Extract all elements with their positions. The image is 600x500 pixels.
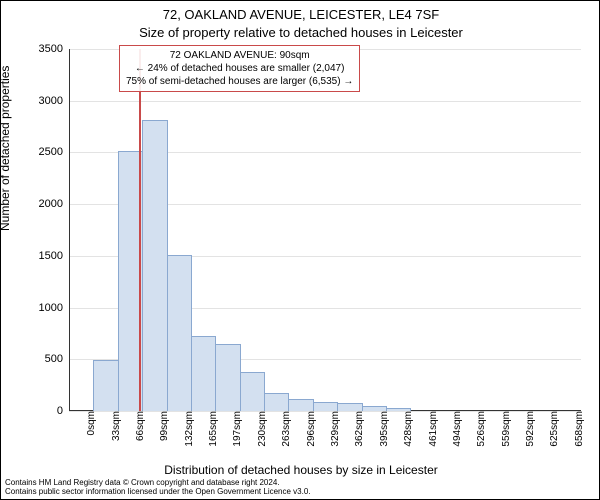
x-tick-label: 362sqm [352, 411, 365, 447]
y-tick-label: 0 [57, 405, 69, 417]
chart-frame: 72, OAKLAND AVENUE, LEICESTER, LE4 7SF S… [0, 0, 600, 500]
y-tick-label: 2000 [39, 198, 69, 210]
histogram-bar [167, 255, 192, 411]
histogram-bar [215, 344, 240, 411]
x-tick-label: 559sqm [499, 411, 512, 447]
x-axis-label: Distribution of detached houses by size … [1, 463, 600, 477]
x-tick-label: 33sqm [109, 411, 122, 441]
y-tick-label: 3000 [39, 95, 69, 107]
y-tick-label: 500 [45, 353, 69, 365]
x-tick-label: 494sqm [450, 411, 463, 447]
x-tick-label: 0sqm [84, 411, 97, 435]
histogram-bar [142, 120, 167, 411]
x-tick-label: 132sqm [182, 411, 195, 447]
footer-line2: Contains public sector information licen… [5, 487, 597, 497]
callout-line3: 75% of semi-detached houses are larger (… [126, 75, 353, 88]
histogram-bar [386, 408, 411, 411]
property-marker-line [139, 49, 141, 411]
histogram-bar [240, 372, 265, 411]
x-tick-label: 329sqm [328, 411, 341, 447]
x-tick-label: 461sqm [426, 411, 439, 447]
histogram-bar [313, 402, 338, 411]
x-tick-label: 526sqm [474, 411, 487, 447]
histogram-bar [288, 399, 313, 411]
footer-attribution: Contains HM Land Registry data © Crown c… [5, 478, 597, 497]
property-callout: 72 OAKLAND AVENUE: 90sqm← 24% of detache… [119, 45, 360, 92]
histogram-bar [362, 406, 387, 411]
callout-line1: 72 OAKLAND AVENUE: 90sqm [126, 49, 353, 62]
x-tick-label: 197sqm [230, 411, 243, 447]
x-tick-label: 395sqm [377, 411, 390, 447]
x-tick-label: 66sqm [133, 411, 146, 441]
footer-line1: Contains HM Land Registry data © Crown c… [5, 478, 597, 488]
callout-line2: ← 24% of detached houses are smaller (2,… [126, 62, 353, 75]
x-tick-label: 230sqm [255, 411, 268, 447]
y-axis-label: Number of detached properties [0, 66, 12, 231]
y-tick-label: 3500 [39, 43, 69, 55]
x-tick-label: 658sqm [572, 411, 585, 447]
x-tick-label: 428sqm [401, 411, 414, 447]
x-tick-label: 99sqm [157, 411, 170, 441]
x-tick-label: 625sqm [547, 411, 560, 447]
y-tick-label: 2500 [39, 146, 69, 158]
plot-area: 05001000150020002500300035000sqm33sqm66s… [69, 49, 581, 411]
gridline-h [69, 101, 581, 102]
x-tick-label: 165sqm [206, 411, 219, 447]
x-tick-label: 263sqm [279, 411, 292, 447]
chart-title-sub: Size of property relative to detached ho… [1, 25, 600, 40]
histogram-bar [264, 393, 289, 411]
y-axis-line [69, 49, 70, 411]
y-tick-label: 1500 [39, 250, 69, 262]
histogram-bar [191, 336, 216, 411]
x-tick-label: 592sqm [523, 411, 536, 447]
chart-title-main: 72, OAKLAND AVENUE, LEICESTER, LE4 7SF [1, 7, 600, 22]
x-tick-label: 296sqm [304, 411, 317, 447]
y-tick-label: 1000 [39, 302, 69, 314]
histogram-bar [337, 403, 362, 411]
histogram-bar [93, 360, 118, 411]
